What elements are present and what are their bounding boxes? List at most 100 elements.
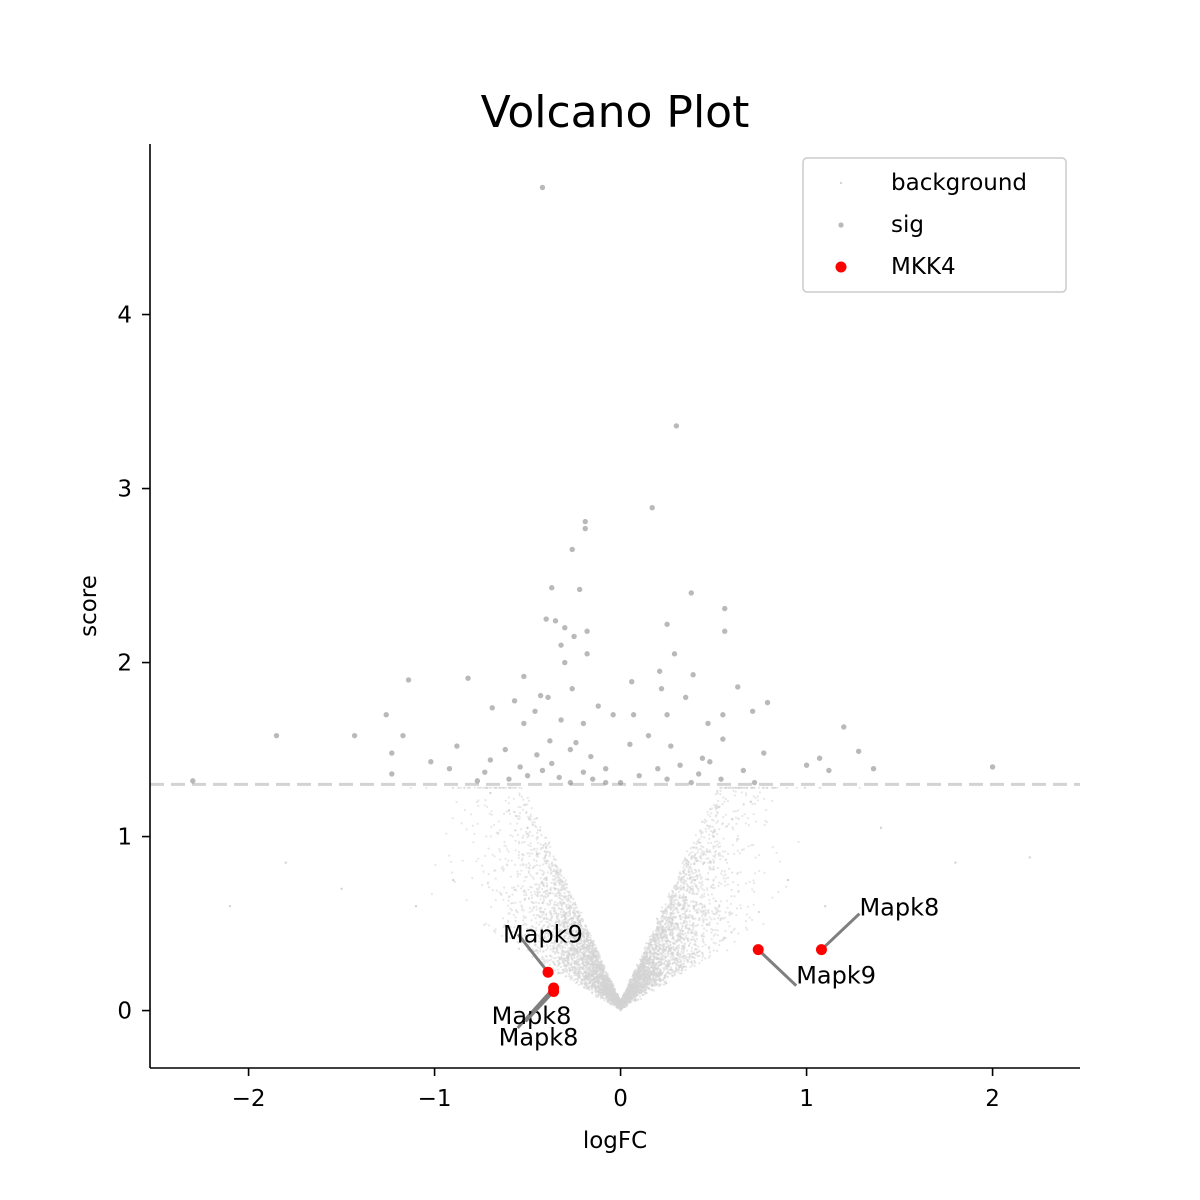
background-point (709, 808, 712, 811)
background-point (519, 873, 522, 876)
background-point (690, 879, 694, 882)
background-point (724, 916, 727, 919)
background-point (513, 926, 516, 929)
background-point (522, 864, 525, 867)
background-point (652, 989, 655, 992)
background-points (228, 786, 1031, 1012)
background-point (536, 829, 540, 832)
background-point (538, 864, 541, 867)
background-point (589, 945, 592, 948)
background-point (684, 968, 687, 972)
background-point (586, 958, 589, 962)
background-point (504, 799, 507, 802)
background-point (596, 963, 599, 966)
background-point (703, 836, 706, 839)
background-point (669, 933, 672, 936)
background-point (678, 955, 681, 959)
background-point (548, 963, 551, 966)
background-point (688, 910, 691, 913)
background-point (570, 963, 573, 967)
background-point (656, 932, 659, 935)
background-point (703, 818, 707, 821)
background-point (745, 913, 749, 916)
background-point (523, 879, 526, 883)
background-point (649, 938, 652, 941)
background-point (695, 842, 698, 846)
background-point (546, 871, 550, 874)
background-point (696, 948, 699, 951)
background-point (728, 925, 731, 928)
background-point (747, 905, 750, 908)
background-point (456, 786, 460, 789)
background-point (669, 899, 672, 903)
background-point (575, 906, 579, 909)
background-point (723, 870, 726, 873)
background-point (537, 940, 541, 943)
background-point (670, 893, 674, 896)
background-point (517, 805, 520, 809)
background-point (678, 952, 681, 956)
background-point (752, 795, 755, 798)
background-point (524, 939, 527, 942)
background-point (673, 939, 676, 942)
background-point (728, 914, 731, 917)
background-point (699, 860, 702, 863)
background-point (690, 858, 693, 861)
background-point (533, 933, 536, 936)
background-point (536, 855, 539, 858)
background-point (666, 942, 669, 945)
background-point (524, 830, 528, 834)
background-point (583, 955, 587, 958)
background-point (630, 998, 634, 1001)
background-point (516, 822, 519, 825)
background-point (535, 817, 538, 820)
background-point (703, 905, 706, 909)
background-point (710, 927, 713, 931)
background-point (755, 820, 758, 823)
background-point (539, 843, 542, 846)
background-point (701, 906, 704, 909)
background-point (707, 827, 710, 830)
background-point (703, 892, 706, 895)
background-point (535, 914, 539, 917)
background-point (522, 919, 525, 922)
background-point (694, 917, 697, 920)
background-point (644, 990, 647, 994)
background-point (777, 891, 780, 894)
background-point (659, 956, 662, 959)
background-point (503, 886, 506, 889)
background-point (692, 876, 695, 879)
background-point (526, 796, 529, 800)
background-point (690, 867, 693, 870)
background-point (745, 792, 748, 795)
background-point (708, 824, 711, 828)
background-point (684, 879, 688, 882)
background-point (701, 917, 704, 920)
background-point (542, 844, 546, 847)
background-point (669, 907, 672, 910)
background-point (561, 951, 564, 955)
background-point (519, 900, 522, 904)
background-point (706, 923, 709, 926)
background-point (488, 786, 491, 789)
background-point (519, 806, 522, 809)
background-point (699, 829, 702, 833)
background-point (677, 880, 680, 883)
background-point (554, 969, 557, 972)
background-point (676, 957, 679, 960)
background-point (714, 793, 717, 796)
background-point (477, 799, 480, 802)
chart-title: Volcano Plot (481, 87, 750, 138)
background-point (565, 969, 569, 972)
background-point (531, 875, 534, 879)
background-point (565, 975, 568, 978)
background-point (651, 959, 654, 962)
background-point (508, 895, 511, 898)
background-point (718, 944, 721, 947)
background-point (662, 962, 665, 966)
background-point (693, 943, 696, 946)
background-point (532, 905, 536, 909)
background-point (669, 940, 672, 943)
background-point (693, 846, 696, 849)
background-point (697, 945, 700, 948)
